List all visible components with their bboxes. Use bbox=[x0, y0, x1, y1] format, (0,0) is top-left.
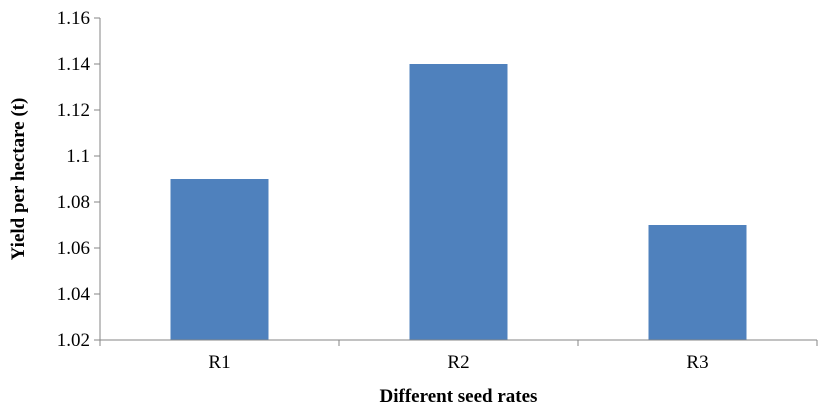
bar-r2 bbox=[409, 64, 508, 340]
y-tick-label: 1.02 bbox=[57, 330, 90, 351]
x-tick-label: R3 bbox=[686, 352, 708, 373]
y-tick-label: 1.12 bbox=[57, 100, 90, 121]
y-tick-label: 1.04 bbox=[57, 284, 91, 305]
bar-r1 bbox=[170, 179, 269, 340]
y-axis-title: Yield per hectare (t) bbox=[8, 98, 29, 261]
x-tick-label: R2 bbox=[447, 352, 469, 373]
y-tick-label: 1.08 bbox=[57, 192, 90, 213]
x-tick-label: R1 bbox=[208, 352, 230, 373]
y-axis-ticks: 1.02 1.04 1.06 1.08 1.1 1.12 1.14 1.16 bbox=[57, 8, 100, 351]
plot-area: 1.02 1.04 1.06 1.08 1.1 1.12 1.14 1.16 R1 R2 R3 bbox=[57, 8, 818, 373]
x-axis-ticks: R1 R2 R3 bbox=[99, 340, 818, 373]
y-tick-label: 1.16 bbox=[57, 8, 90, 29]
bar-r3 bbox=[648, 225, 747, 340]
y-tick-label: 1.14 bbox=[57, 54, 91, 75]
bar-group bbox=[170, 64, 747, 340]
y-tick-label: 1.06 bbox=[57, 238, 90, 259]
x-axis-title: Different seed rates bbox=[380, 386, 538, 407]
y-tick-label: 1.1 bbox=[66, 146, 90, 167]
